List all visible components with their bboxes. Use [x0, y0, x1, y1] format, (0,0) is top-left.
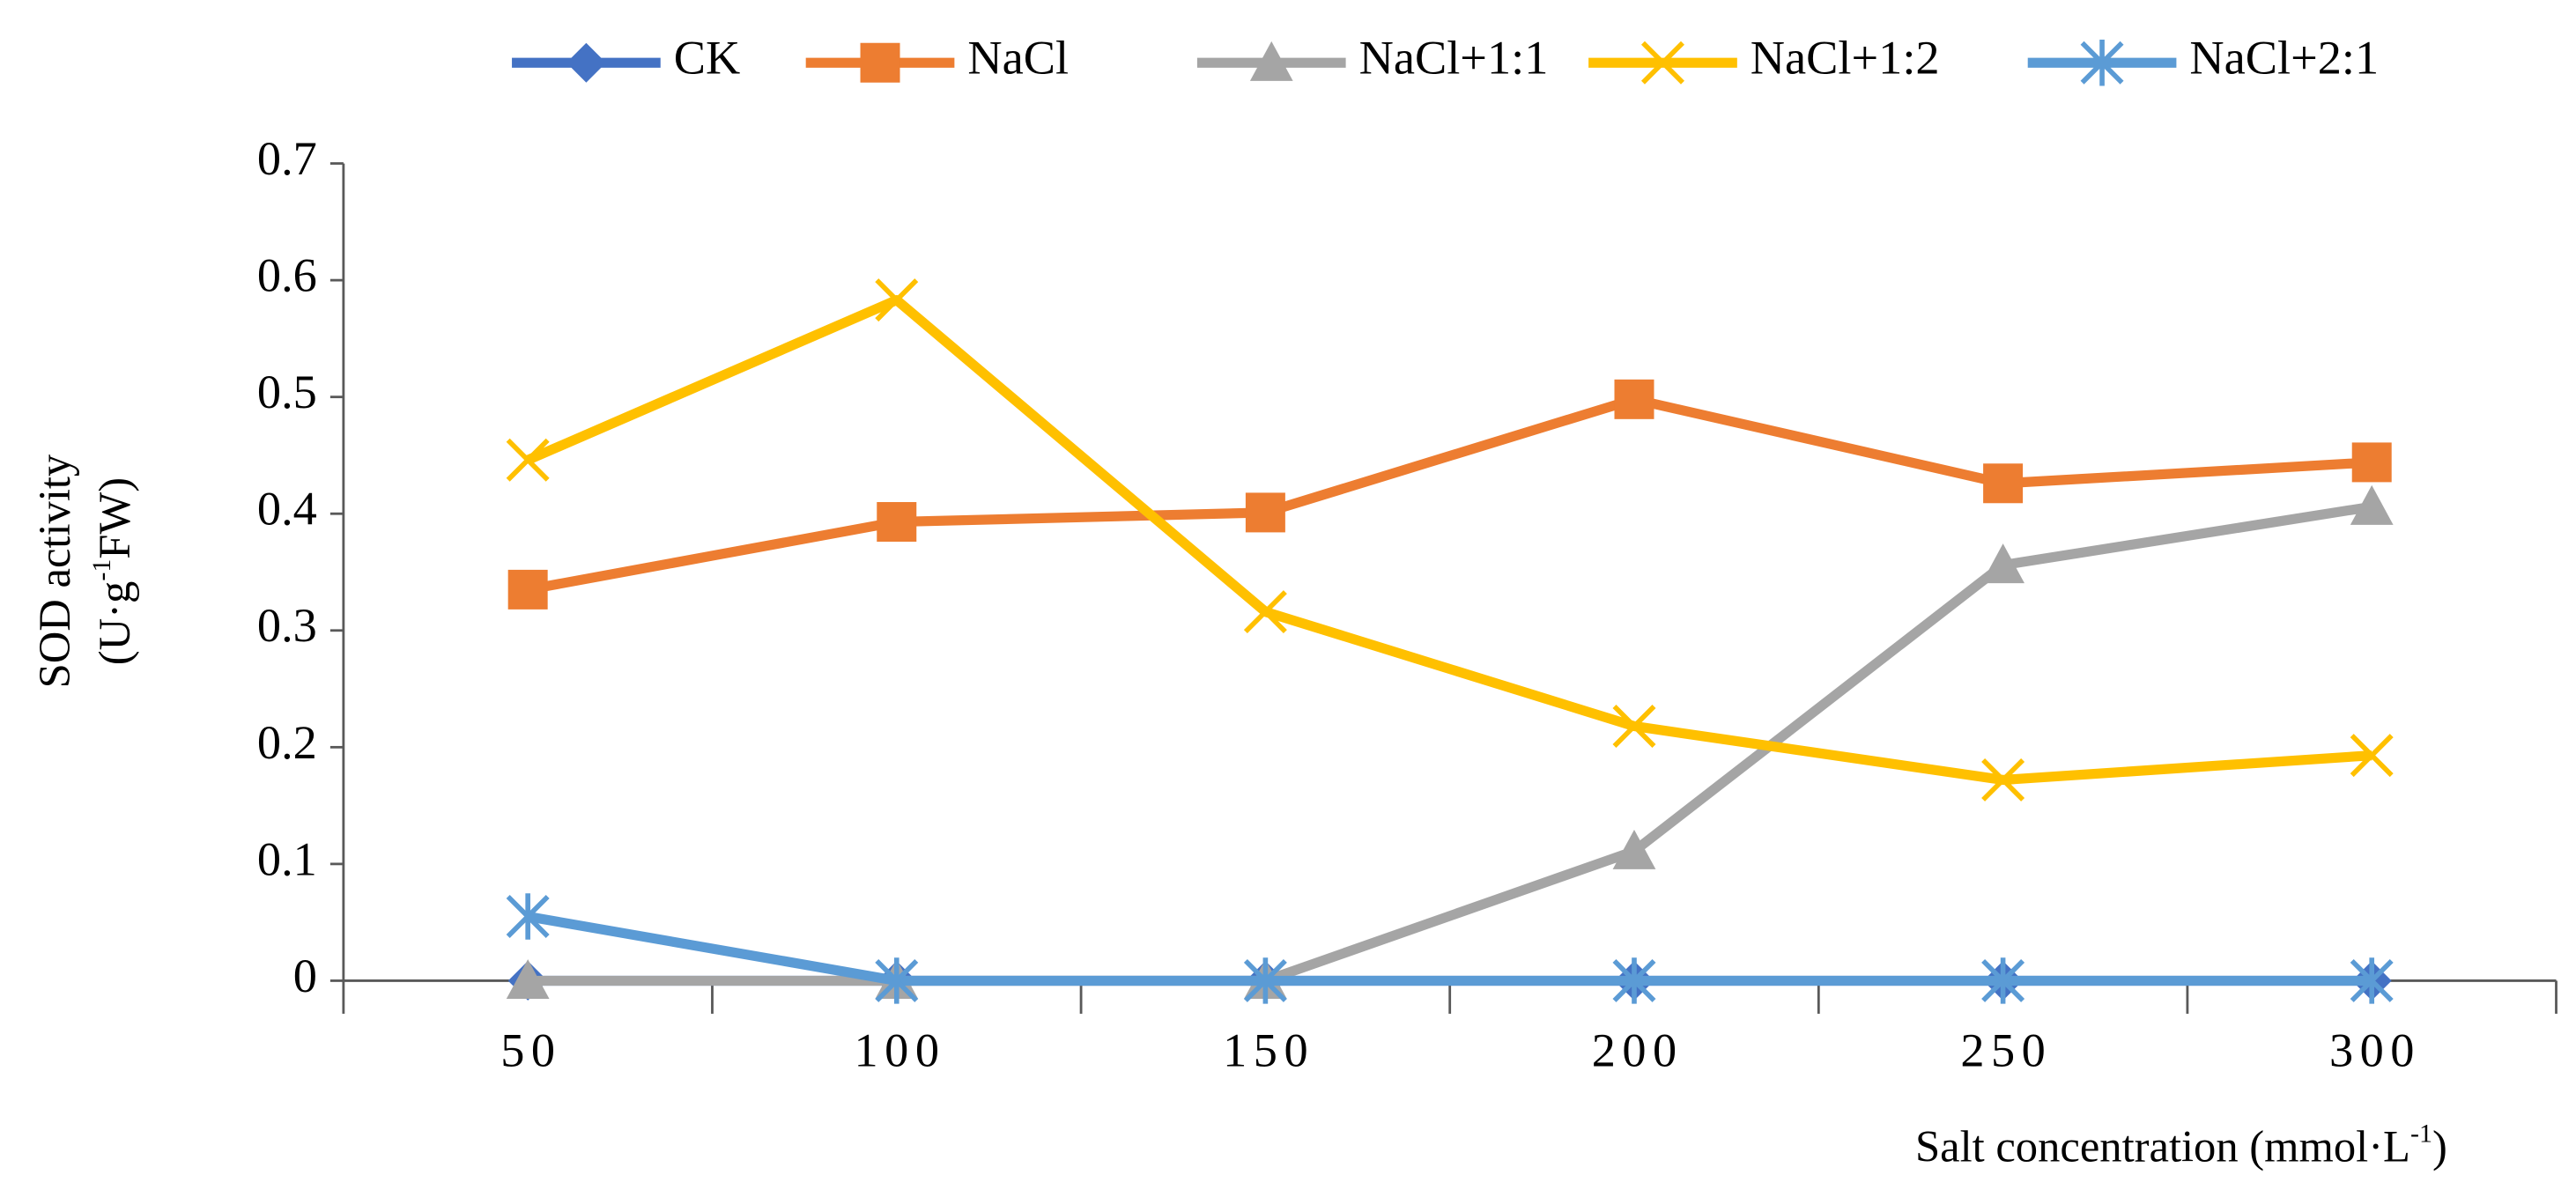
data-point: [2351, 442, 2392, 483]
y-axis-label-sup: -1: [87, 559, 116, 581]
data-point: [875, 278, 919, 322]
y-axis-label: SOD activity: [30, 454, 79, 688]
data-point: [2350, 957, 2394, 1004]
data-point: [875, 957, 919, 1004]
legend-marker: [1249, 41, 1293, 81]
data-point: [1243, 590, 1287, 634]
data-point: [2350, 734, 2394, 778]
data-point: [1612, 829, 1656, 869]
legend-marker: [860, 42, 900, 83]
x-tick-label: 50: [500, 1023, 561, 1076]
series-line: [527, 394, 2372, 595]
legend-item: NaCl+2:1: [2027, 32, 2379, 86]
legend-marker: [566, 42, 606, 83]
y-axis-label-part: (U·g: [90, 581, 139, 666]
y-axis-label-part: FW): [90, 477, 139, 559]
data-point: [506, 893, 550, 940]
legend-label: NaCl: [967, 32, 1069, 85]
data-point: [1981, 757, 2025, 802]
legend-marker: [2080, 39, 2124, 86]
x-tick-label: 150: [1223, 1023, 1314, 1076]
data-point: [1612, 957, 1656, 1004]
series-line: [528, 501, 2373, 986]
data-point: [506, 438, 550, 482]
y-axis-label: (U·g-1FW): [87, 477, 139, 665]
y-tick-label: 0.5: [257, 366, 317, 418]
legend-label: NaCl+1:1: [1359, 32, 1549, 85]
data-point: [506, 959, 550, 1000]
legend-item: NaCl+1:1: [1196, 32, 1549, 85]
x-axis-label: Salt concentration (mmol·L-1): [1915, 1119, 2447, 1171]
data-point: [507, 569, 548, 610]
data-point: [1614, 379, 1654, 419]
legend-item: CK: [512, 32, 740, 85]
y-tick-label: 0.3: [257, 599, 317, 652]
x-axis-label-sup: -1: [2410, 1119, 2432, 1149]
y-tick-label: 0.4: [257, 483, 317, 536]
y-tick-label: 0.2: [257, 716, 317, 769]
legend-label: NaCl+1:2: [1751, 32, 1940, 85]
y-tick-label: 0: [293, 949, 317, 1002]
data-point: [2350, 484, 2394, 525]
x-tick-label: 200: [1592, 1023, 1684, 1076]
y-tick-label: 0.1: [257, 832, 317, 885]
series-line: [527, 911, 2372, 986]
legend-item: NaCl+1:2: [1588, 32, 1940, 85]
data-point: [1245, 492, 1285, 533]
x-axis-label-part: ): [2432, 1121, 2447, 1171]
data-point: [1612, 704, 1656, 748]
series-line: [525, 295, 2372, 786]
data-point: [1981, 957, 2025, 1004]
data-point: [1243, 957, 1287, 1004]
legend-item: NaCl: [805, 32, 1069, 85]
data-point: [1983, 463, 2024, 504]
data-point: [877, 502, 917, 543]
x-tick-label: 100: [855, 1023, 946, 1076]
legend-marker: [1640, 41, 1684, 85]
x-tick-label: 250: [1960, 1023, 2052, 1076]
y-tick-label: 0.7: [257, 132, 317, 185]
y-tick-label: 0.6: [257, 249, 317, 302]
x-tick-label: 300: [2329, 1023, 2421, 1076]
legend-label: NaCl+2:1: [2189, 32, 2379, 85]
legend-label: CK: [674, 32, 740, 85]
x-axis-label-part: Salt concentration (mmol·L: [1915, 1121, 2410, 1171]
data-point: [1981, 543, 2025, 584]
